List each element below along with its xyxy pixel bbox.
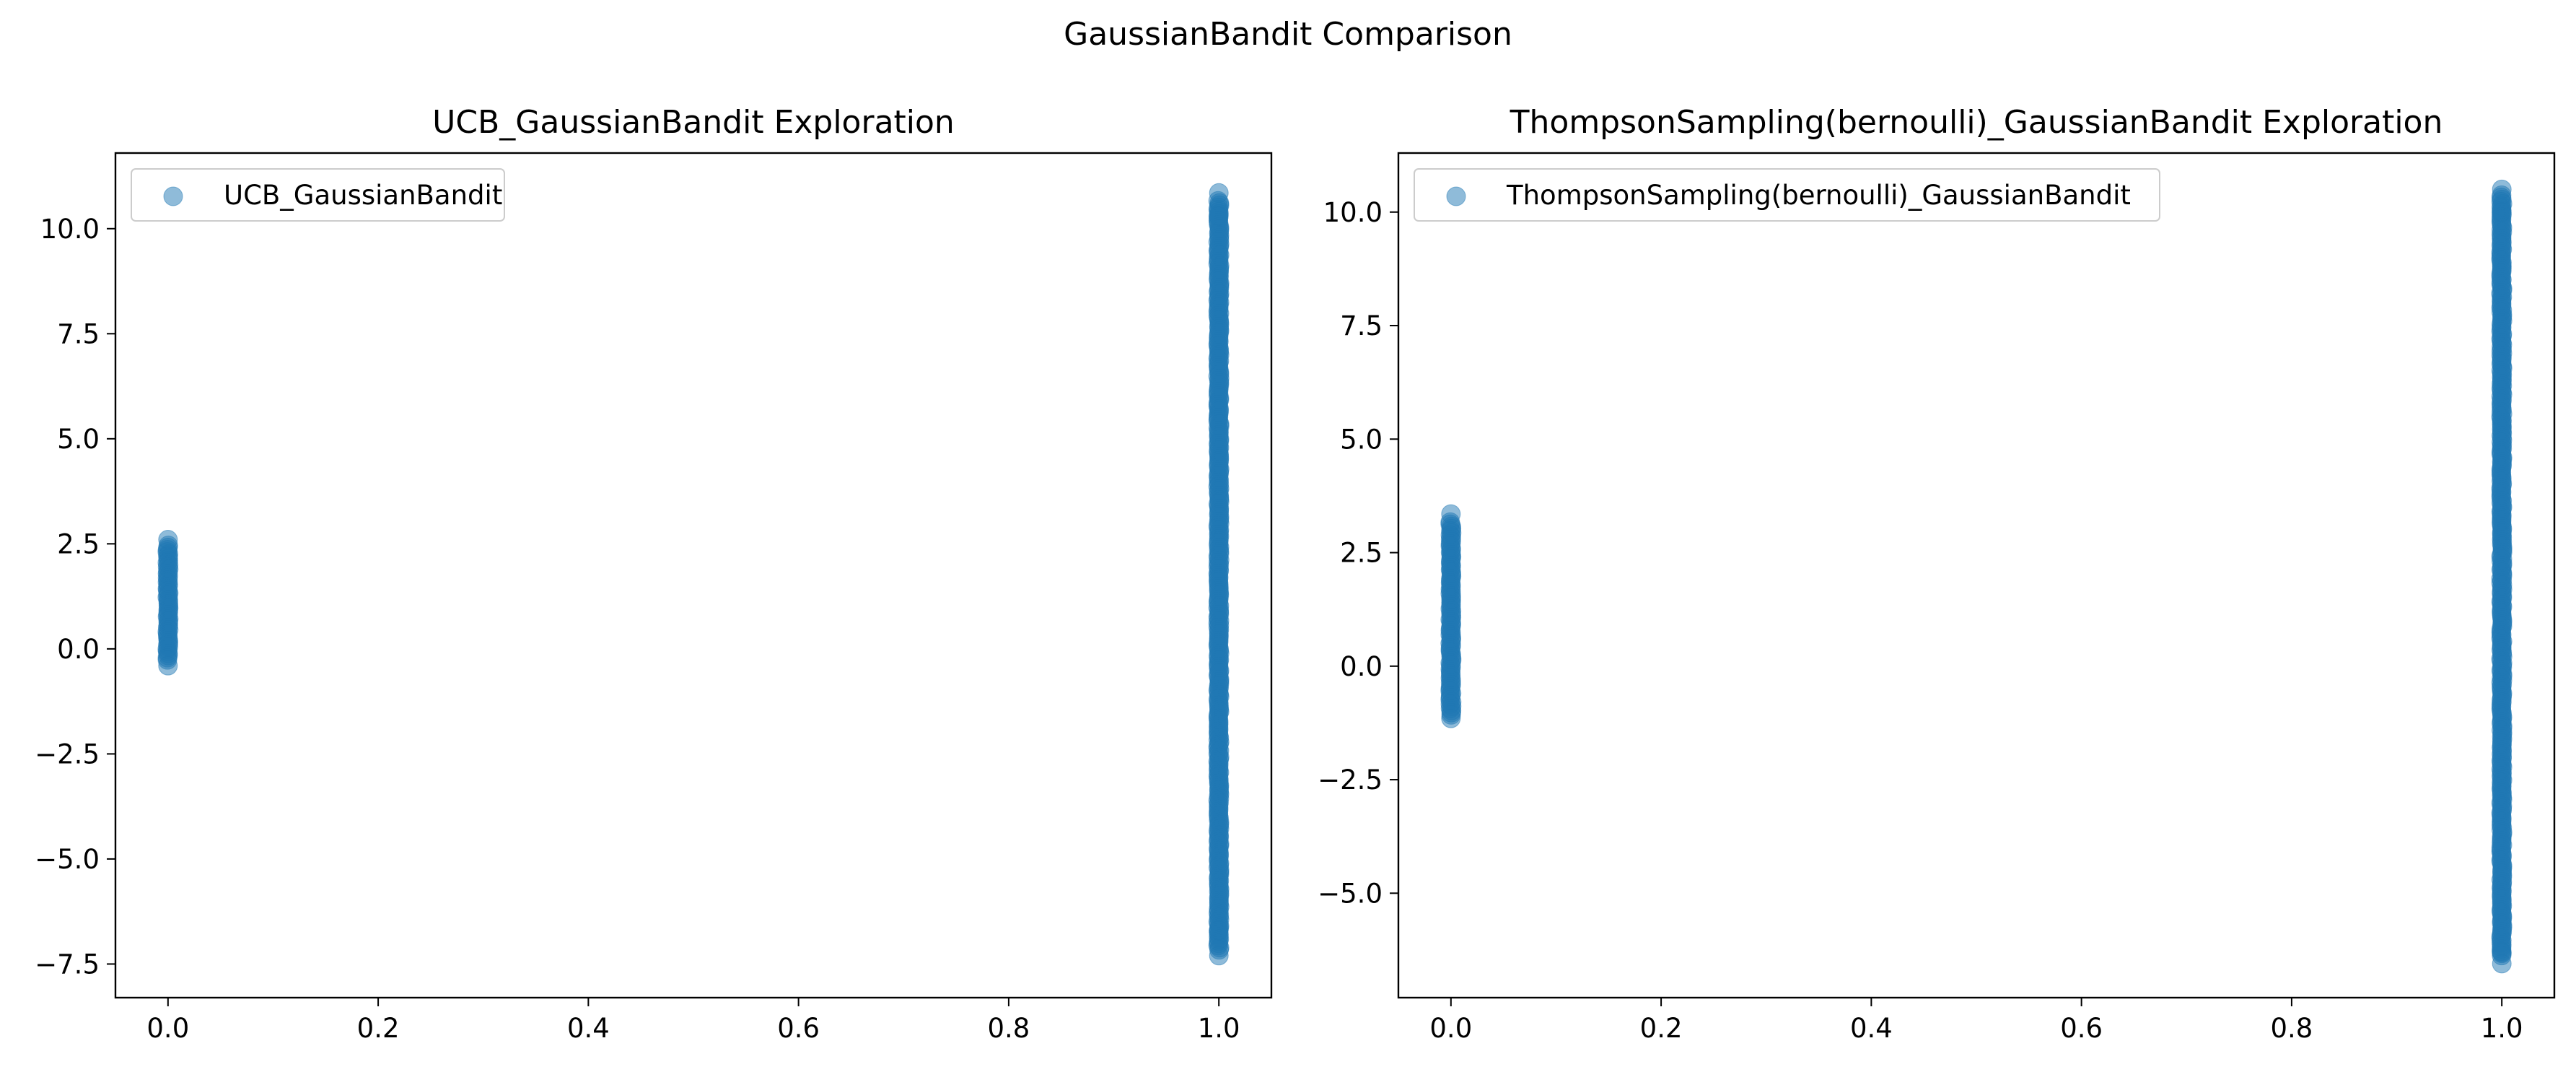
scatter-point (1209, 183, 1229, 203)
subplot-title: UCB_GaussianBandit Exploration (432, 104, 955, 141)
x-tick-label: 0.6 (2060, 1013, 2103, 1044)
x-tick-label: 0.8 (2270, 1013, 2313, 1044)
y-tick-label: −2.5 (35, 738, 100, 770)
scatter-point (1209, 946, 1229, 966)
y-tick-label: 10.0 (40, 214, 100, 245)
subplot-thompson: ThompsonSampling(bernoulli)_GaussianBand… (1318, 104, 2556, 1044)
scatter-point (2492, 179, 2512, 199)
x-tick-label: 1.0 (1198, 1013, 1240, 1044)
figure-suptitle: GaussianBandit Comparison (1064, 16, 1512, 53)
y-tick-label: −2.5 (1318, 764, 1383, 796)
x-tick-label: 0.4 (567, 1013, 610, 1044)
x-tick-label: 0.4 (1850, 1013, 1893, 1044)
y-tick-label: 7.5 (57, 318, 100, 349)
x-tick-label: 0.0 (1429, 1013, 1472, 1044)
scatter-point (1209, 206, 1229, 226)
legend-box (1414, 168, 2160, 222)
scatter-point (2492, 954, 2512, 974)
y-tick-label: 2.5 (1340, 538, 1383, 569)
x-tick-label: 0.2 (357, 1013, 400, 1044)
x-tick-label: 0.2 (1640, 1013, 1683, 1044)
subplot-ucb: UCB_GaussianBandit Exploration 0.0 0.2 0.4 0… (35, 104, 1273, 1044)
scatter-point (1441, 504, 1461, 524)
x-tick-label: 0.8 (987, 1013, 1030, 1044)
x-tick-label: 1.0 (2481, 1013, 2523, 1044)
legend-marker (1446, 186, 1466, 206)
x-tick-label: 0.6 (777, 1013, 820, 1044)
x-tick-label: 0.0 (146, 1013, 189, 1044)
legend-label: ThompsonSampling(bernoulli)_GaussianBand… (1506, 180, 2131, 211)
scatter-point (158, 655, 178, 676)
subplot-title: ThompsonSampling(bernoulli)_GaussianBand… (1510, 104, 2443, 141)
legend-label: UCB_GaussianBandit (224, 180, 502, 211)
y-tick-label: 5.0 (57, 424, 100, 455)
scatter-point (1441, 708, 1461, 728)
scatter-points (1440, 179, 2513, 974)
y-tick-label: 7.5 (1340, 310, 1383, 341)
scatter-point (158, 530, 178, 550)
legend-box (131, 168, 505, 222)
y-tick-label: 10.0 (1323, 197, 1383, 228)
axes-frame (1397, 152, 2556, 999)
y-tick-label: 2.5 (57, 528, 100, 559)
axes-frame (114, 152, 1273, 999)
y-tick-label: 0.0 (1340, 651, 1383, 682)
legend-marker (163, 186, 183, 206)
scatter-point (1209, 920, 1229, 941)
legend: ThompsonSampling(bernoulli)_GaussianBand… (1414, 168, 2160, 222)
y-tick-label: −7.5 (35, 949, 100, 980)
y-tick-label: −5.0 (35, 844, 100, 875)
scatter-point (2492, 202, 2512, 222)
y-tick-label: −5.0 (1318, 878, 1383, 909)
y-tick-label: 0.0 (57, 634, 100, 665)
y-tick-label: 5.0 (1340, 424, 1383, 455)
scatter-points (157, 183, 1230, 966)
legend: UCB_GaussianBandit (131, 168, 505, 222)
